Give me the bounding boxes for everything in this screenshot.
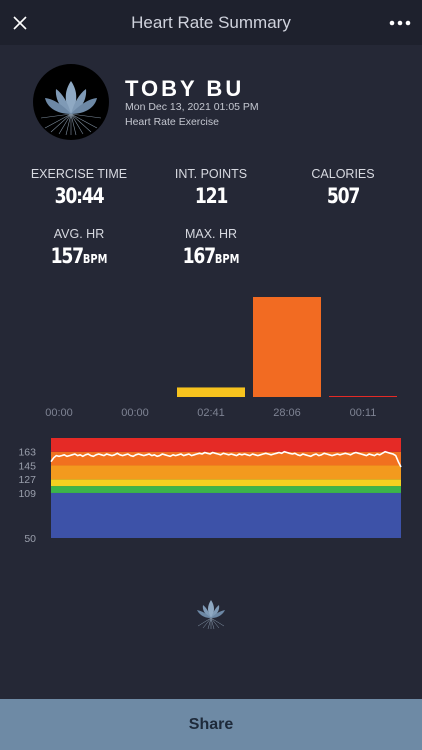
- close-icon: [13, 16, 27, 30]
- exercise-time-label: EXERCISE TIME: [30, 167, 128, 181]
- hr-tick-label: 50: [24, 533, 36, 545]
- share-button-label: Share: [188, 715, 234, 733]
- zone-bar: [253, 297, 321, 397]
- calories-label: CALORIES: [311, 167, 375, 181]
- hr-tick-label: 145: [18, 460, 36, 472]
- avg-hr-label: AVG. HR: [53, 227, 105, 241]
- avg-hr-value-wrap: 157BPM: [26, 244, 133, 268]
- zone-bar: [177, 387, 245, 397]
- zone-bar: [329, 396, 397, 397]
- top-bar: Heart Rate Summary: [0, 0, 422, 45]
- max-hr-value: 167: [182, 244, 217, 268]
- more-button[interactable]: [384, 9, 416, 37]
- page-title: Heart Rate Summary: [131, 12, 291, 32]
- zone-time-bar-chart: 00:00 00:00 02:41 28:06 00:11: [45, 297, 397, 419]
- footer-logo: [193, 594, 229, 630]
- avatar: [33, 64, 109, 140]
- zone-time-label: 00:00: [45, 407, 73, 419]
- zone-time-label: 00:11: [350, 407, 377, 419]
- hr-zone-band: [51, 438, 401, 452]
- hr-tick-label: 163: [18, 447, 36, 459]
- calories-value: 507: [326, 184, 360, 208]
- close-button[interactable]: [6, 9, 34, 37]
- hr-line: [50, 450, 402, 468]
- calories-stat: CALORIES 507: [278, 167, 408, 208]
- hr-zone-band: [51, 465, 401, 480]
- exercise-time-stat: EXERCISE TIME 30:44: [14, 167, 144, 208]
- lotus-icon: [197, 600, 225, 630]
- share-button[interactable]: Share: [0, 699, 422, 750]
- more-horizontal-icon: [389, 20, 411, 26]
- int-points-stat: INT. POINTS 121: [146, 167, 276, 208]
- lotus-icon: [40, 81, 102, 136]
- max-hr-label: MAX. HR: [184, 227, 238, 241]
- int-points-value: 121: [194, 184, 228, 208]
- hr-zone-band: [51, 492, 401, 538]
- avg-hr-value: 157: [50, 244, 85, 268]
- zone-time-label: 00:00: [121, 407, 149, 419]
- zone-time-label: 28:06: [273, 407, 301, 419]
- exercise-time-value: 30:44: [54, 184, 105, 208]
- hr-tick-label: 127: [18, 474, 36, 486]
- hr-zone-band: [51, 479, 401, 487]
- max-hr-unit: BPM: [214, 252, 240, 266]
- hr-zone-band: [51, 486, 401, 493]
- avg-hr-unit: BPM: [82, 252, 108, 266]
- user-name: TOBY BU: [125, 76, 245, 101]
- int-points-label: INT. POINTS: [174, 167, 248, 181]
- hr-tick-label: 109: [18, 488, 36, 500]
- zone-time-label: 02:41: [197, 407, 225, 419]
- max-hr-stat: MAX. HR 167BPM: [146, 227, 276, 268]
- max-hr-value-wrap: 167BPM: [158, 244, 265, 268]
- avg-hr-stat: AVG. HR 157BPM: [14, 227, 144, 268]
- session-type: Heart Rate Exercise: [125, 116, 219, 128]
- session-date: Mon Dec 13, 2021 01:05 PM: [125, 101, 259, 113]
